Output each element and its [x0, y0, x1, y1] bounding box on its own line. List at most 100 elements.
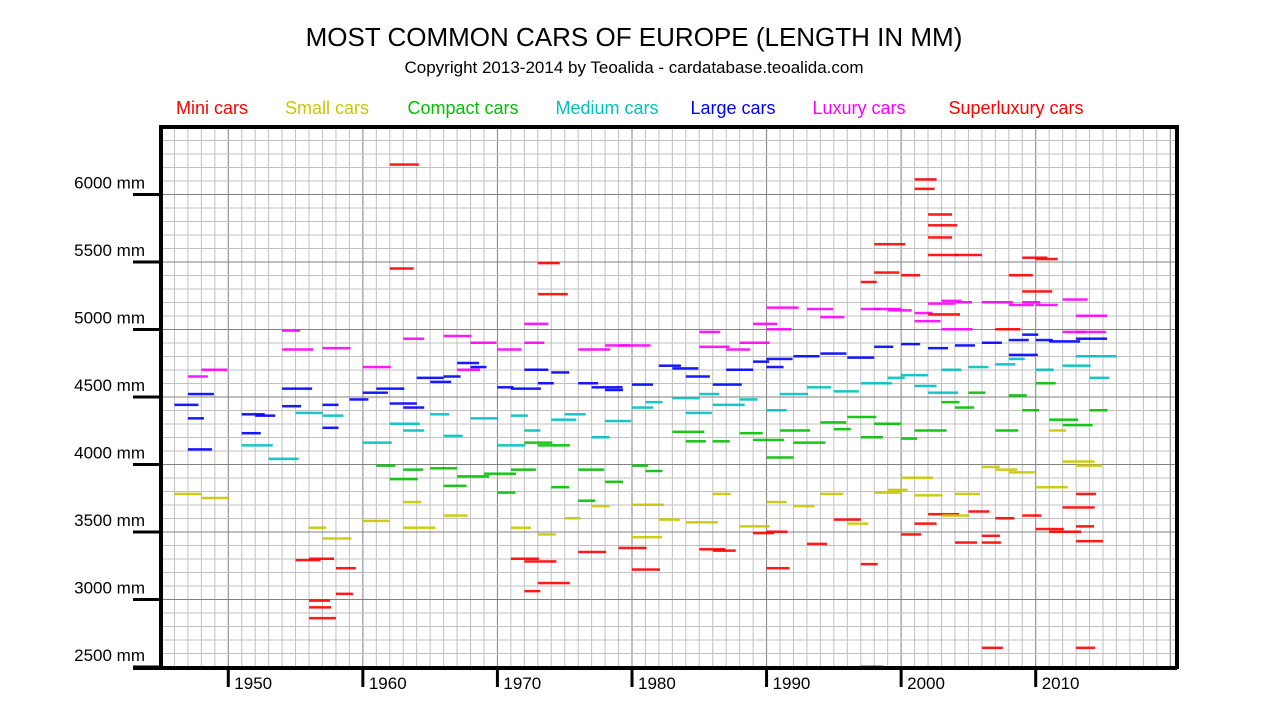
car-label-mark [322, 426, 339, 430]
car-label-mark [1022, 514, 1042, 517]
car-label-mark [591, 436, 610, 439]
legend-item: Small cars [285, 98, 369, 118]
car-label-mark [981, 541, 1001, 544]
car-label-mark [403, 429, 425, 432]
car-label-mark [430, 380, 452, 384]
car-label-mark [672, 396, 700, 400]
car-label-mark [631, 535, 662, 539]
car-label-mark [201, 368, 228, 371]
car-label-mark [1008, 353, 1038, 357]
data-marks [174, 163, 1117, 668]
car-label-mark [1076, 330, 1107, 334]
x-tick-label: 1980 [638, 674, 676, 693]
car-label-mark [537, 581, 570, 585]
car-label-mark [282, 348, 314, 351]
car-label-mark [551, 485, 570, 489]
car-label-mark [1089, 355, 1117, 358]
grid [160, 126, 1177, 668]
car-label-mark [443, 375, 461, 378]
car-label-mark [1049, 340, 1081, 343]
car-label-mark [954, 301, 972, 304]
car-label-mark [928, 302, 956, 305]
car-label-mark [847, 356, 875, 359]
y-tick-label: 6000 mm [74, 174, 145, 193]
car-label-mark [753, 531, 775, 535]
car-label-mark [793, 441, 826, 444]
car-label-mark [780, 429, 811, 432]
car-label-mark [309, 557, 335, 560]
car-label-mark [1008, 357, 1025, 361]
car-label-mark [874, 345, 894, 349]
car-label-mark [295, 411, 323, 415]
car-label-mark [833, 390, 859, 393]
car-label-mark [981, 646, 1003, 650]
car-label-mark [766, 530, 788, 533]
car-label-mark [1089, 376, 1110, 380]
car-label-mark [1049, 530, 1082, 533]
car-label-mark [362, 519, 390, 523]
car-label-mark [954, 253, 982, 257]
car-label-mark [497, 444, 526, 447]
car-label-mark [362, 391, 388, 394]
car-label-mark [699, 392, 720, 396]
car-label-mark [578, 382, 599, 385]
y-tick-label: 2500 mm [74, 646, 145, 665]
car-label-mark [1008, 394, 1027, 397]
car-label-mark [712, 440, 730, 443]
car-label-mark [874, 242, 906, 246]
car-label-mark [389, 267, 414, 270]
car-label-mark [1062, 364, 1091, 367]
legend-item: Mini cars [176, 98, 248, 118]
car-label-mark [658, 518, 680, 521]
car-label-mark [1076, 464, 1103, 467]
car-label-mark [241, 444, 273, 447]
car-label-mark [914, 178, 937, 181]
car-label-mark [941, 368, 962, 371]
y-tick-label: 3000 mm [74, 579, 145, 598]
car-label-mark [282, 387, 313, 390]
chart-title: MOST COMMON CARS OF EUROPE (LENGTH IN MM… [306, 22, 963, 52]
car-label-mark [1062, 460, 1095, 463]
car-label-mark [874, 422, 902, 425]
car-label-mark [1035, 485, 1068, 489]
car-label-mark [510, 526, 531, 529]
car-label-mark [1062, 423, 1093, 427]
car-label-mark [322, 537, 352, 540]
car-label-mark [914, 319, 941, 323]
car-label-mark [578, 499, 596, 502]
car-label-mark [874, 271, 900, 274]
car-label-mark [995, 429, 1019, 432]
car-label-mark [726, 348, 751, 351]
car-label-mark [255, 414, 276, 417]
car-label-mark [928, 313, 961, 316]
car-label-mark [806, 542, 827, 546]
car-label-mark [995, 517, 1015, 520]
x-tick-label: 1990 [773, 674, 811, 693]
car-label-mark [443, 514, 468, 517]
car-label-mark [309, 606, 332, 609]
car-label-mark [605, 388, 624, 392]
car-label-mark [874, 491, 902, 494]
car-label-mark [820, 352, 847, 355]
car-label-mark [712, 549, 736, 552]
car-label-mark [1049, 429, 1067, 432]
car-label-mark [874, 307, 902, 311]
car-label-mark [457, 368, 481, 371]
car-label-mark [712, 383, 742, 386]
car-label-mark [174, 403, 199, 407]
car-label-mark [335, 566, 356, 570]
car-label-mark [551, 371, 570, 374]
car-label-mark [820, 421, 847, 424]
chart-subtitle: Copyright 2013-2014 by Teoalida - cardat… [405, 58, 864, 77]
car-label-mark [309, 526, 327, 529]
car-label-mark [1022, 256, 1048, 259]
car-label-mark [282, 329, 301, 332]
car-label-mark [497, 386, 514, 389]
car-label-mark [887, 309, 912, 312]
car-label-mark [1076, 492, 1097, 496]
car-label-mark [618, 546, 647, 550]
car-label-mark [389, 402, 417, 405]
car-label-mark [941, 328, 973, 331]
car-label-mark [578, 468, 605, 471]
y-tick-label: 4000 mm [74, 444, 145, 463]
